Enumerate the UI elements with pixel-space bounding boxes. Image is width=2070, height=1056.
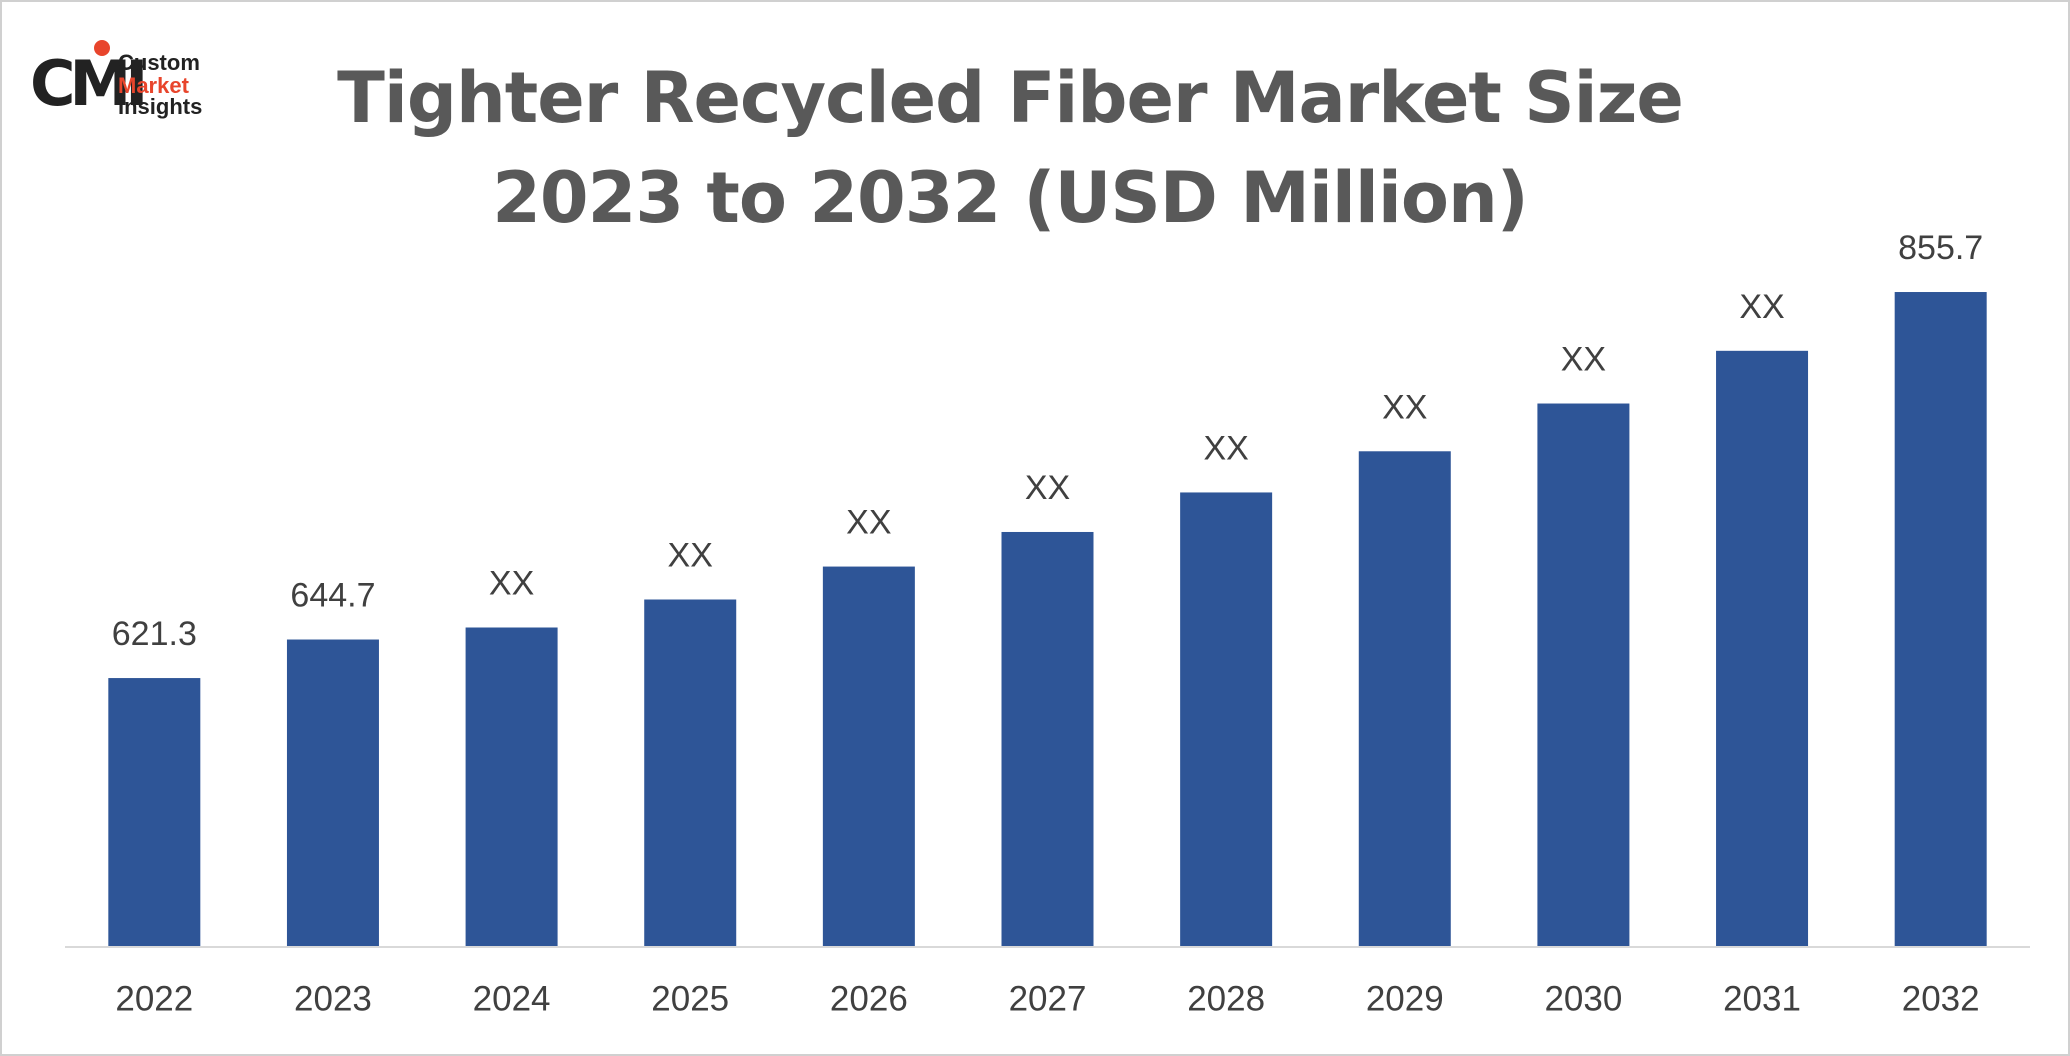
chart-title: Tighter Recycled Fiber Market Size 2023 … bbox=[337, 57, 1684, 239]
x-tick-label: 2025 bbox=[651, 979, 729, 1018]
bar bbox=[108, 678, 201, 947]
bar bbox=[1358, 451, 1451, 947]
x-tick-label: 2031 bbox=[1723, 979, 1801, 1018]
value-label: XX bbox=[1203, 429, 1248, 467]
bar bbox=[822, 566, 915, 947]
x-tick-label: 2032 bbox=[1902, 979, 1980, 1018]
bar bbox=[1716, 350, 1809, 947]
logo-mark: CMI bbox=[30, 47, 143, 120]
logo-dot bbox=[94, 40, 110, 56]
x-tick-label: 2026 bbox=[830, 979, 908, 1018]
bar bbox=[465, 627, 558, 947]
logo-text: Insights bbox=[118, 94, 202, 119]
x-tick-label: 2029 bbox=[1366, 979, 1444, 1018]
bar bbox=[644, 599, 737, 947]
bar bbox=[1180, 492, 1273, 947]
value-label: XX bbox=[668, 536, 713, 574]
value-label: 855.7 bbox=[1898, 229, 1983, 267]
bar bbox=[1001, 531, 1094, 947]
x-tick-label: 2030 bbox=[1544, 979, 1622, 1018]
value-label: XX bbox=[1025, 469, 1070, 507]
value-label: 644.7 bbox=[290, 577, 375, 615]
value-label: 621.3 bbox=[112, 615, 197, 653]
value-label: XX bbox=[1739, 288, 1784, 326]
value-label: XX bbox=[1382, 388, 1427, 426]
x-tick-label: 2027 bbox=[1009, 979, 1087, 1018]
logo-text: Custom bbox=[118, 50, 200, 75]
x-tick-label: 2022 bbox=[115, 979, 193, 1018]
bar bbox=[1894, 292, 1987, 947]
value-label: XX bbox=[1561, 341, 1606, 379]
x-tick-label: 2024 bbox=[473, 979, 551, 1018]
value-label: XX bbox=[846, 504, 891, 542]
bar bbox=[286, 639, 379, 947]
logo: CMI Custom Market Insights bbox=[30, 40, 202, 120]
logo-text: Market bbox=[118, 73, 190, 98]
value-label: XX bbox=[489, 564, 534, 602]
x-tick-label: 2023 bbox=[294, 979, 372, 1018]
x-tick-label: 2028 bbox=[1187, 979, 1265, 1018]
bar bbox=[1537, 403, 1630, 947]
